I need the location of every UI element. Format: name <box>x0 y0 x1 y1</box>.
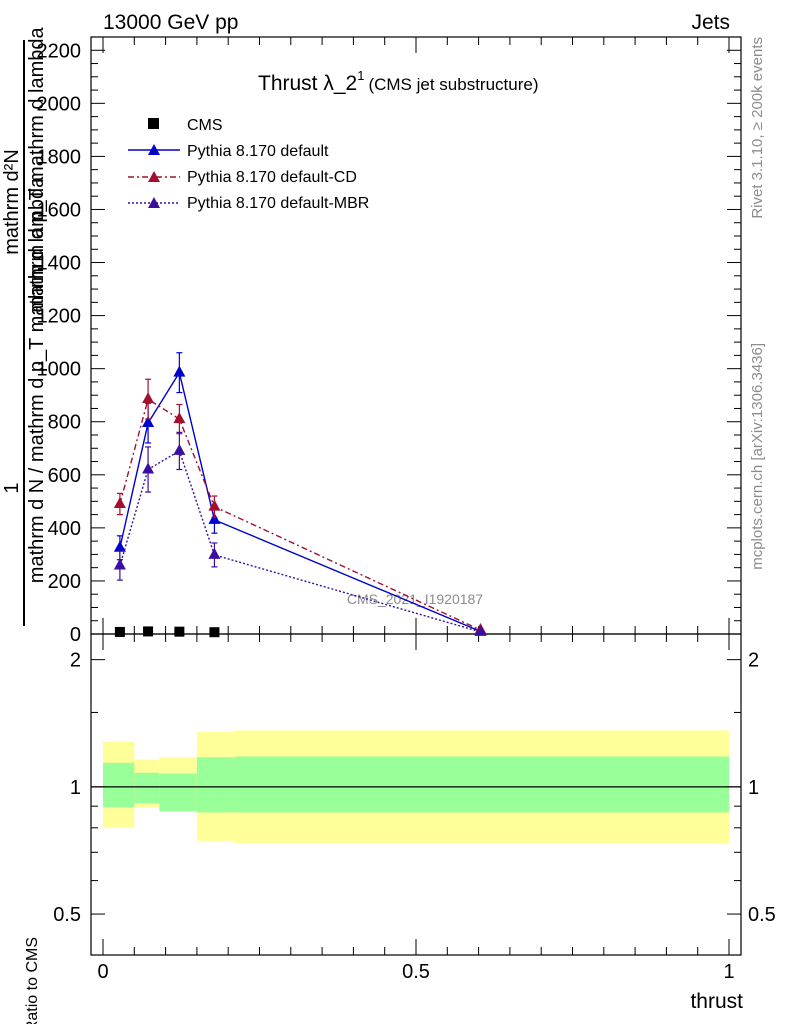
ratio-bands <box>103 730 729 844</box>
main-y-ticks: 0 200 400 600 800 1000 1200 1400 1600 1800 2000 220… <box>37 36 741 646</box>
data-point-cd <box>173 412 186 424</box>
header-left: 13000 GeV pp <box>103 11 238 34</box>
data-point-mbr <box>113 558 126 570</box>
data-point-cd <box>113 496 126 508</box>
data-point-default <box>173 365 186 377</box>
plot-title: Thrust λ_21 (CMS jet substructure) <box>258 68 539 95</box>
ratio-band-inner-4 <box>234 756 729 813</box>
cms-data-point <box>143 626 154 637</box>
main-y-tick-label: 200 <box>48 571 81 593</box>
x-tick-label: 0 <box>97 961 108 983</box>
main-y-tick-label: 1000 <box>37 359 82 381</box>
main-y-tick-label: 800 <box>48 412 81 434</box>
y-axis-label-main: 1 mathrm d N / mathrm d p_T mathrm d lam… <box>1 26 48 626</box>
x-ticks: 0 0.5 1 <box>97 37 735 983</box>
header-right: Jets <box>691 11 730 34</box>
data-point-default <box>208 512 221 524</box>
data-point-default <box>113 540 126 552</box>
legend-marker-default <box>148 144 160 155</box>
cms-data-point <box>174 626 185 637</box>
ratio-band-inner-1 <box>134 772 160 804</box>
ratio-band-inner-3 <box>196 757 235 813</box>
data-point-mbr <box>474 624 487 636</box>
main-y-tick-label: 1200 <box>37 306 82 328</box>
ratio-y-tick-label-left: 2 <box>70 650 81 672</box>
ratio-y-tick-label-left: 0.5 <box>53 904 81 926</box>
data-point-mbr <box>142 462 155 474</box>
legend: CMS Pythia 8.170 default Pythia 8.170 de… <box>128 117 369 212</box>
y-label-frac-one: 1 <box>1 482 23 493</box>
ratio-y-tick-label-right: 2 <box>748 650 759 672</box>
legend-marker-cms <box>148 118 159 129</box>
main-y-tick-label: 1400 <box>37 253 82 275</box>
rivet-label: Rivet 3.1.10, ≥ 200k events <box>749 37 766 219</box>
x-axis-label: thrust <box>690 990 743 1013</box>
x-tick-label: 0.5 <box>402 961 430 983</box>
y-label-numerator-2: mathrm d p_T mathrm d lambda <box>26 26 48 312</box>
data-point-cd <box>208 499 221 511</box>
legend-label-cms: CMS <box>187 117 223 134</box>
x-tick-label: 1 <box>723 961 734 983</box>
legend-marker-cd <box>148 171 160 182</box>
data-point-cd <box>142 392 155 404</box>
data-point-default <box>142 416 155 428</box>
series-layer <box>113 352 487 638</box>
legend-label-mbr: Pythia 8.170 default-MBR <box>187 195 369 212</box>
plot-title-superscript: 1 <box>357 68 364 83</box>
y-label-numerator-1: mathrm d²N <box>1 149 23 255</box>
ratio-y-axis-label: Ratio to CMS <box>24 937 41 1024</box>
legend-label-cd: Pythia 8.170 default-CD <box>187 169 357 186</box>
main-y-tick-label: 600 <box>48 465 81 487</box>
mcplots-label: mcplots.cern.ch [arXiv:1306.3436] <box>749 343 766 570</box>
main-y-tick-label: 2200 <box>37 40 82 62</box>
cms-data-point <box>209 627 220 638</box>
plot-title-main: Thrust λ_2 <box>258 72 357 95</box>
main-y-tick-label: 1600 <box>37 199 82 221</box>
ratio-y-tick-label-left: 1 <box>70 777 81 799</box>
main-y-tick-label: 400 <box>48 518 81 540</box>
ratio-band-inner-0 <box>103 762 135 808</box>
ratio-y-tick-label-right: 0.5 <box>748 904 776 926</box>
y-label-denominator: mathrm d N / mathrm d p_T mathrm d lambd… <box>26 176 48 583</box>
analysis-watermark: CMS_2021_I1920187 <box>347 591 483 607</box>
cms-data-point <box>114 626 125 637</box>
plot-title-sub: (CMS jet substructure) <box>368 75 538 94</box>
legend-marker-mbr <box>148 197 160 208</box>
main-y-tick-label: 2000 <box>37 93 82 115</box>
main-y-tick-label: 1800 <box>37 146 82 168</box>
ratio-y-tick-label-right: 1 <box>748 777 759 799</box>
legend-label-default: Pythia 8.170 default <box>187 143 329 160</box>
data-point-mbr <box>208 547 221 559</box>
main-y-tick-label: 0 <box>70 624 81 646</box>
data-point-mbr <box>173 443 186 455</box>
ratio-band-inner-2 <box>159 773 197 812</box>
